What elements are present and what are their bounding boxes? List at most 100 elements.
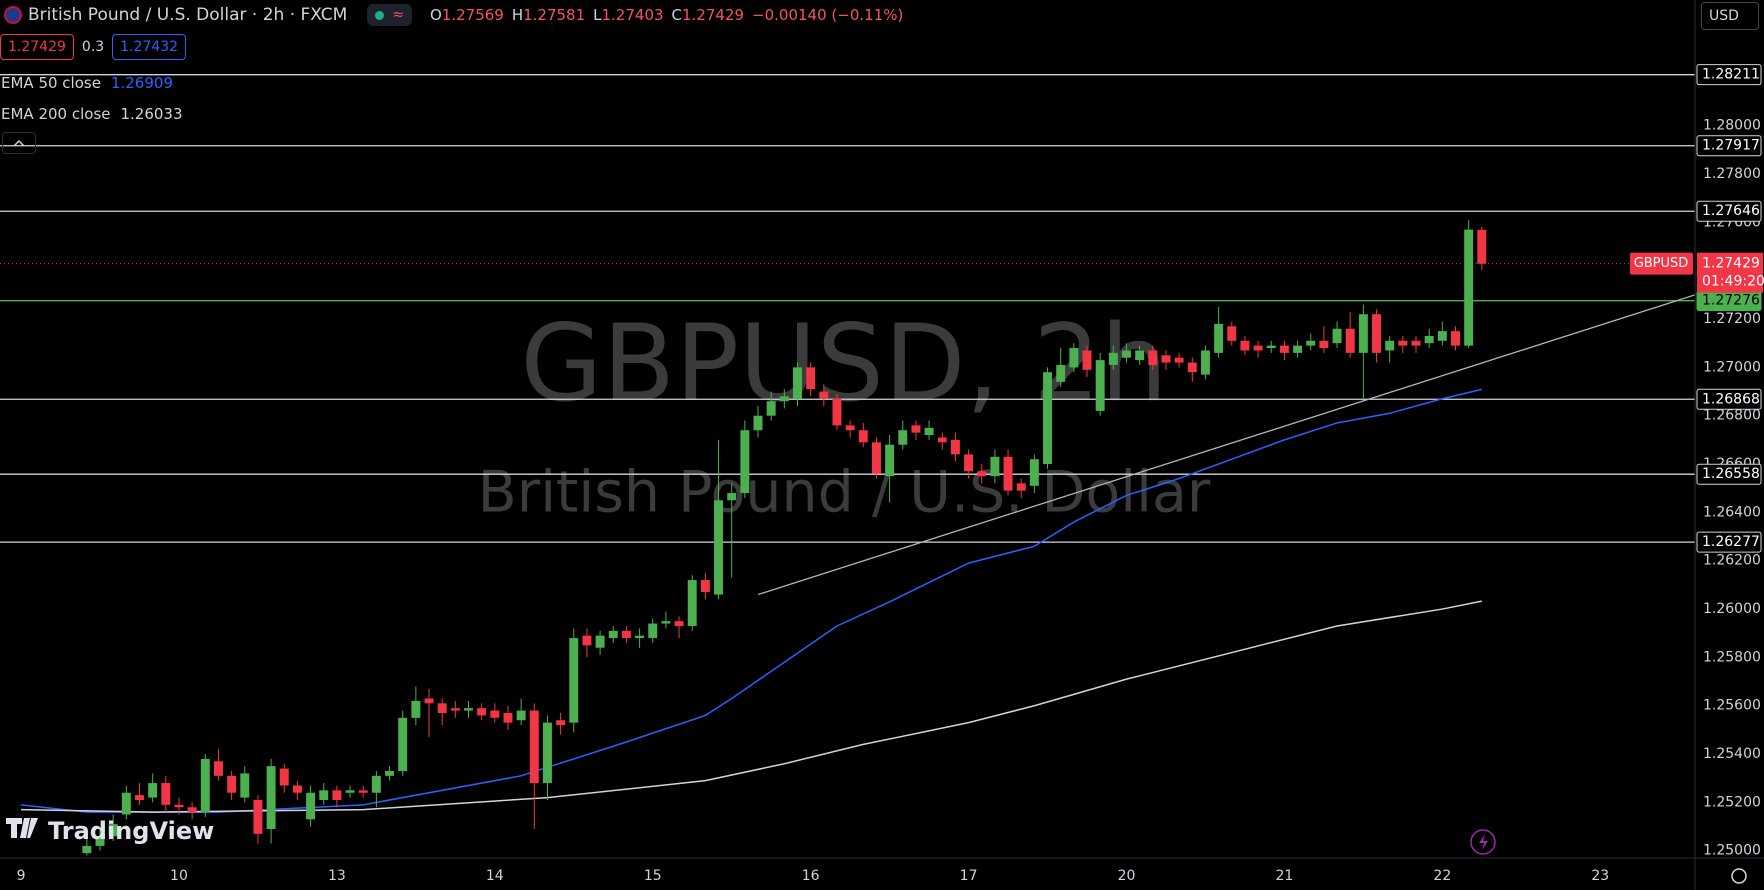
candle-body	[1451, 331, 1460, 346]
candle-body	[292, 785, 302, 793]
candle-body	[187, 807, 197, 813]
watermark: GBPUSD, 2h British Pound / U.S. Dollar	[478, 302, 1211, 526]
candle-body	[148, 783, 158, 798]
symbol-tag: GBPUSD	[1634, 256, 1689, 271]
candle-body	[306, 792, 316, 820]
y-tick-label: 1.28000	[1703, 118, 1761, 134]
y-tick-label: 1.27200	[1703, 311, 1761, 327]
y-tick-label: 1.25800	[1703, 649, 1761, 665]
candle-body	[503, 712, 513, 723]
lightning-button[interactable]	[1470, 829, 1496, 855]
candle-body	[648, 623, 658, 639]
candle-body	[450, 708, 460, 711]
candle-body	[661, 621, 671, 624]
ohlc-letter: L	[593, 6, 602, 24]
y-tick-label: 1.25200	[1703, 794, 1761, 810]
currency: USD	[1709, 8, 1739, 24]
candle-body	[1332, 328, 1342, 344]
level-label: 1.26558	[1702, 466, 1760, 482]
candle-body	[714, 500, 724, 595]
y-tick-label: 1.26000	[1703, 601, 1761, 617]
level-label-box	[1696, 463, 1762, 485]
candle-body	[674, 621, 684, 626]
candle-body	[924, 427, 934, 436]
status-badge[interactable]: ≈	[367, 4, 412, 26]
candle-body	[490, 710, 500, 718]
candle-body	[635, 635, 645, 639]
candle-body	[1043, 372, 1053, 465]
candle-body	[1174, 357, 1184, 363]
candle-body	[477, 708, 487, 716]
candle-body	[464, 708, 473, 711]
bid-price[interactable]: 1.27429	[0, 34, 74, 60]
candle-body	[1029, 459, 1039, 486]
chart-title: British Pound / U.S. Dollar · 2h · FXCM	[28, 5, 348, 25]
candle-body	[911, 425, 921, 433]
candle-body	[1108, 352, 1118, 365]
currency-button[interactable]: USD	[1701, 2, 1759, 30]
level-label: 1.26868	[1702, 391, 1760, 407]
chevron-icon	[13, 139, 25, 147]
ohlc-value: 1.27581	[523, 6, 586, 24]
candle-body	[82, 845, 92, 854]
y-tick-label: 1.26400	[1703, 504, 1761, 520]
y-tick-label: 1.27800	[1703, 166, 1761, 182]
x-tick-label: 17	[960, 868, 978, 884]
settings-button[interactable]	[1731, 868, 1747, 884]
countdown: 01:49:20	[1702, 274, 1764, 290]
candle-body	[687, 580, 697, 626]
axes: 1.25000 1.25200 1.25400 1.25600 1.25800 1.260…	[17, 64, 1764, 884]
candle-body	[358, 790, 368, 793]
candle-body	[1477, 229, 1487, 264]
y-tick-label: 1.26800	[1703, 408, 1761, 424]
ask-price[interactable]: 1.27432	[112, 34, 187, 60]
y-tick-label: 1.25000	[1703, 843, 1761, 859]
ohlc-letter: C	[671, 6, 683, 24]
candle-body	[819, 391, 829, 399]
candle-body	[1319, 340, 1329, 349]
spread: 0.3	[81, 39, 105, 55]
candle-body	[1398, 340, 1408, 346]
candle-body	[1437, 331, 1447, 341]
candle-body	[108, 824, 118, 837]
price-tag: 1.27429	[1702, 256, 1760, 272]
candle-body	[1293, 345, 1303, 353]
candle-body	[253, 799, 263, 834]
candle-body	[95, 836, 105, 846]
candle-body	[385, 770, 395, 776]
candle-body	[398, 717, 408, 771]
chevron	[13, 139, 25, 147]
collapse-button[interactable]	[2, 132, 36, 154]
candle-body	[332, 790, 342, 800]
candle-body	[240, 773, 250, 798]
level-label: 1.26277	[1702, 534, 1760, 550]
symbol-tag-box	[1630, 252, 1693, 275]
candle-body	[1345, 328, 1355, 353]
candle-body	[174, 804, 184, 808]
x-tick-label: 15	[644, 868, 662, 884]
candle-body	[1082, 350, 1092, 370]
watermark-symbol: GBPUSD, 2h	[520, 302, 1167, 425]
level-label-box	[1696, 135, 1762, 157]
candle-body	[1122, 350, 1131, 358]
x-tick-label: 21	[1275, 868, 1293, 884]
candle-body	[582, 635, 592, 646]
candle-body	[1306, 340, 1316, 346]
x-tick-label: 13	[328, 868, 346, 884]
candle-body	[779, 396, 789, 402]
candle-body	[1464, 229, 1474, 346]
candle-body	[1253, 345, 1263, 351]
candle-body	[1148, 350, 1158, 365]
candle-body	[1214, 323, 1224, 353]
level-label: 1.28211	[1702, 67, 1760, 83]
candle-body	[1279, 345, 1289, 353]
logo-text: TradingView	[48, 817, 214, 845]
candle-body	[740, 430, 750, 494]
level-label-box	[1696, 200, 1762, 222]
indicator-row: EMA 50 close 1.26909	[1, 74, 173, 92]
flag-icon	[4, 6, 22, 24]
indicator-line	[20, 388, 1482, 813]
quotes: 1.27429 0.3 1.27432	[0, 34, 187, 60]
candle-body	[1227, 326, 1237, 341]
